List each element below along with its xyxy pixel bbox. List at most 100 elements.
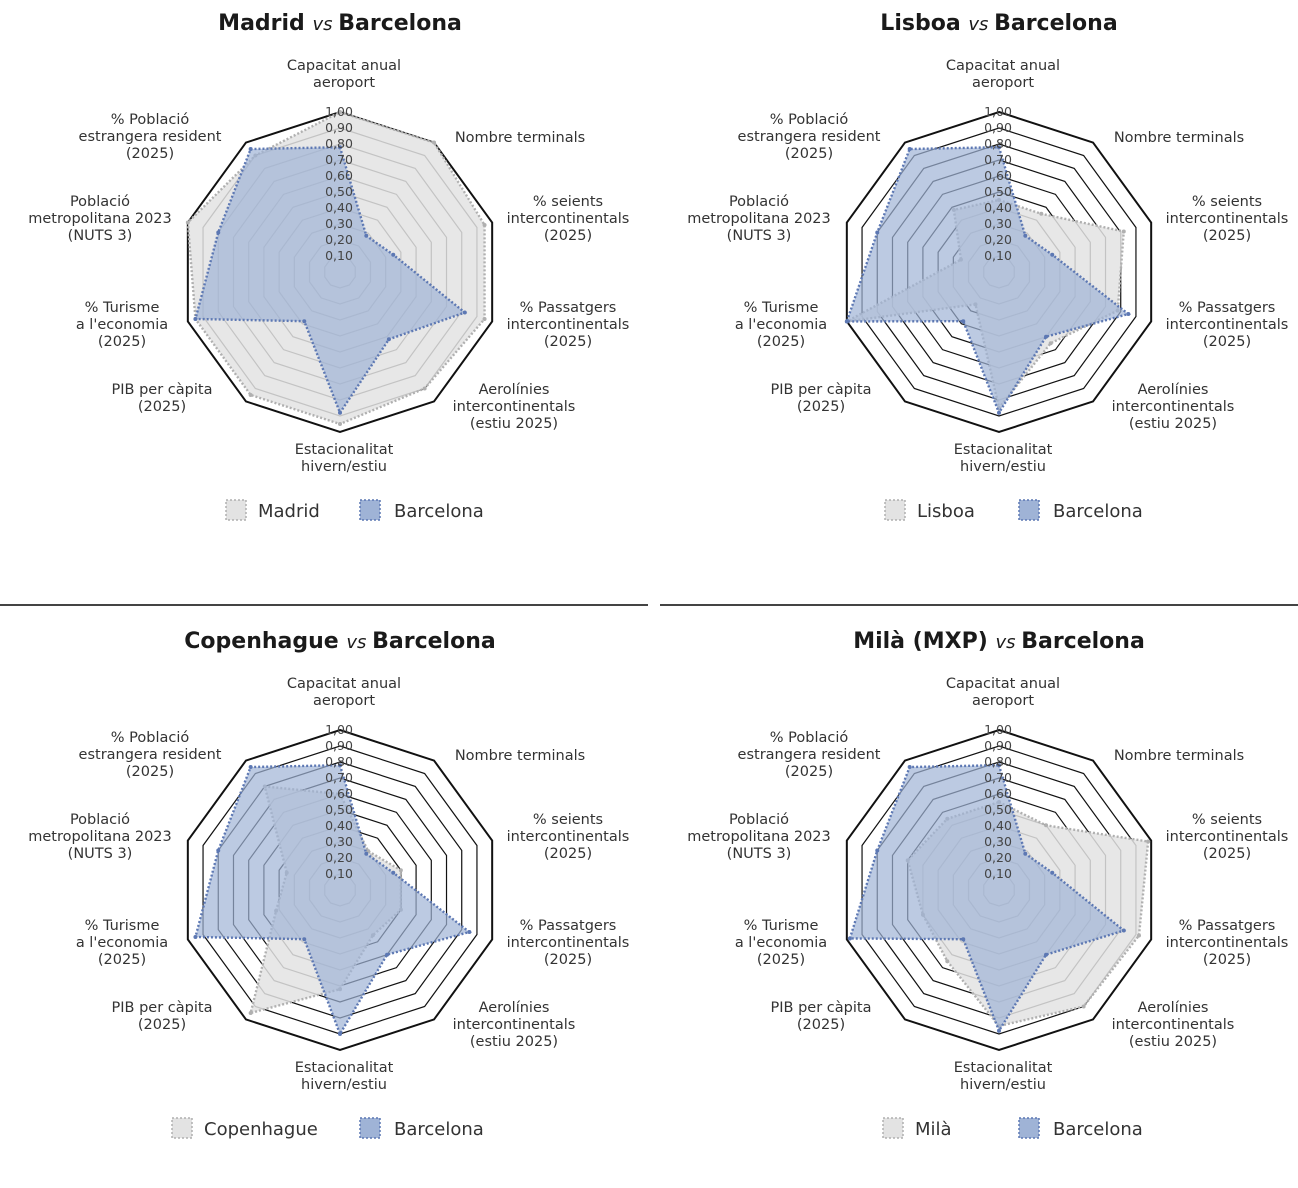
data-point <box>338 763 342 768</box>
separator-left <box>0 604 648 606</box>
radar-svg: Copenhague vs Barcelona0,100,200,300,400… <box>28 629 630 1140</box>
tick-label: 0,30 <box>325 216 353 231</box>
data-point <box>467 930 472 935</box>
axis-label: % Turisme a l'economia (2025) <box>735 918 827 968</box>
tick-label: 0,80 <box>984 754 1012 769</box>
data-point <box>391 252 396 257</box>
axis-label: Estacionalitat hivern/estiu <box>295 442 394 475</box>
axis-label: % Passatgers intercontinentals (2025) <box>507 918 630 968</box>
radar-svg: Lisboa vs Barcelona0,100,200,300,400,500… <box>687 11 1289 522</box>
tick-label: 1,00 <box>325 722 353 737</box>
tick-label: 0,20 <box>984 850 1012 865</box>
legend-swatch <box>1018 1117 1040 1139</box>
data-point <box>338 1032 342 1036</box>
axis-label: PIB per càpita (2025) <box>112 1000 213 1033</box>
tick-label: 0,50 <box>984 184 1012 199</box>
series-area-barcelona <box>193 145 468 416</box>
data-point <box>961 937 966 942</box>
axis-label: % Població estrangera resident (2025) <box>79 730 222 780</box>
legend-swatch <box>882 1117 904 1139</box>
data-point <box>462 310 467 315</box>
grid-ring <box>845 110 1153 434</box>
axis-label: % Passatgers intercontinentals (2025) <box>507 300 630 350</box>
axis-label: % Població estrangera resident (2025) <box>79 112 222 162</box>
tick-label: 0,10 <box>325 866 353 881</box>
data-point <box>302 319 307 324</box>
legend-label: Copenhague <box>204 1119 318 1140</box>
chart-title: Lisboa vs Barcelona <box>880 11 1117 36</box>
axis-label: Nombre terminals <box>1114 130 1244 146</box>
tick-label: 1,00 <box>984 104 1012 119</box>
axis-label: Capacitat anual aeroport <box>946 676 1060 709</box>
axis-label: % seients intercontinentals (2025) <box>1166 812 1289 862</box>
radar-svg: Milà (MXP) vs Barcelona0,100,200,300,400… <box>687 629 1289 1140</box>
data-point <box>302 937 307 942</box>
data-point <box>844 319 849 324</box>
tick-label: 0,60 <box>984 786 1012 801</box>
data-point <box>997 1028 1001 1033</box>
axis-label: Capacitat anual aeroport <box>946 58 1060 91</box>
data-point <box>1039 211 1044 216</box>
legend-swatch <box>1018 499 1040 521</box>
axis-label: Aerolínies intercontinentals (estiu 2025) <box>1112 382 1235 432</box>
chart-title: Madrid vs Barcelona <box>218 11 462 36</box>
data-point <box>1050 870 1055 875</box>
title-vs: vs <box>346 632 372 653</box>
axis-label: PIB per càpita (2025) <box>112 382 213 415</box>
axis-label: % Població estrangera resident (2025) <box>738 112 881 162</box>
tick-label: 1,00 <box>984 722 1012 737</box>
data-point <box>338 410 342 415</box>
tick-label: 0,50 <box>325 802 353 817</box>
legend-item-barcelona: Barcelona <box>359 499 484 522</box>
data-point <box>216 848 221 853</box>
grid-ring <box>845 728 1153 1052</box>
data-point <box>1146 839 1151 844</box>
data-point <box>961 319 966 324</box>
tick-label: 0,40 <box>984 200 1012 215</box>
tick-label: 0,90 <box>984 120 1012 135</box>
data-point <box>997 763 1001 768</box>
axis-label: % seients intercontinentals (2025) <box>1166 194 1289 244</box>
legend-label: Madrid <box>258 501 320 522</box>
axis-label: Aerolínies intercontinentals (estiu 2025) <box>453 1000 576 1050</box>
chart-title: Copenhague vs Barcelona <box>184 629 495 654</box>
legend-item-barcelona: Barcelona <box>359 1117 484 1140</box>
axis-label: Nombre terminals <box>455 130 585 146</box>
axis-label: PIB per càpita (2025) <box>771 1000 872 1033</box>
legend-item-comparison: Lisboa <box>884 499 975 522</box>
series-area-barcelona <box>193 763 472 1037</box>
tick-label: 0,90 <box>984 738 1012 753</box>
axis-label: % Passatgers intercontinentals (2025) <box>1166 918 1289 968</box>
tick-label: 0,90 <box>325 120 353 135</box>
data-point <box>1121 928 1126 933</box>
tick-label: 0,20 <box>984 232 1012 247</box>
data-point <box>385 952 390 957</box>
data-point <box>1136 933 1141 938</box>
axis-label: % Passatgers intercontinentals (2025) <box>1166 300 1289 350</box>
axis-label: Aerolínies intercontinentals (estiu 2025) <box>1112 1000 1235 1050</box>
legend-item-comparison: Milà <box>882 1117 952 1140</box>
tick-label: 0,40 <box>325 818 353 833</box>
data-point <box>364 851 369 856</box>
tick-label: 0,70 <box>984 770 1012 785</box>
tick-label: 0,90 <box>325 738 353 753</box>
legend-label: Barcelona <box>394 1119 484 1140</box>
data-point <box>1023 851 1028 856</box>
tick-label: 0,50 <box>325 184 353 199</box>
chart-panel-lisboa: Lisboa vs Barcelona 0,10 0,20 0,30 0,40 0,50 0… <box>659 0 1298 570</box>
axis-label: % seients intercontinentals (2025) <box>507 194 630 244</box>
data-point <box>338 110 342 114</box>
title-barcelona: Barcelona <box>994 11 1118 36</box>
data-point <box>248 765 253 770</box>
title-city: Milà (MXP) <box>853 629 995 654</box>
tick-label: 0,80 <box>325 754 353 769</box>
legend-label: Lisboa <box>917 501 975 522</box>
tick-label: 0,40 <box>984 818 1012 833</box>
axis-label: % Turisme a l'economia (2025) <box>76 918 168 968</box>
axis-label: Estacionalitat hivern/estiu <box>954 1060 1053 1093</box>
axis-label: Estacionalitat hivern/estiu <box>295 1060 394 1093</box>
legend-item-barcelona: Barcelona <box>1018 1117 1143 1140</box>
data-point <box>1050 252 1055 257</box>
title-vs: vs <box>995 632 1021 653</box>
tick-label: 0,60 <box>325 786 353 801</box>
